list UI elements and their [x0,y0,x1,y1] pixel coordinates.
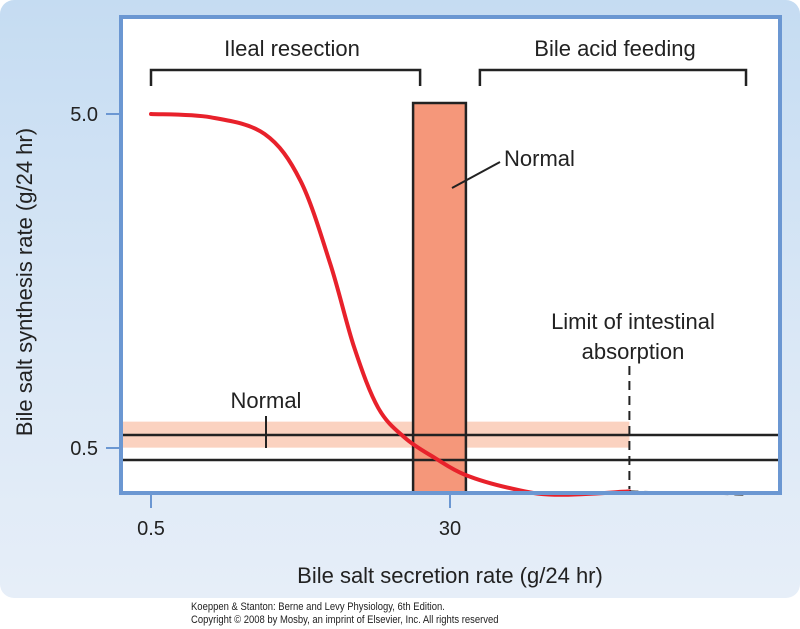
credit-line-2: Copyright © 2008 by Mosby, an imprint of… [191,614,499,626]
normal-secretion-bar [411,101,468,495]
limit-label-line1: Limit of intestinal [551,309,715,334]
plot-frame [119,15,782,495]
normal-bar-label: Normal [504,146,575,171]
y-tick-label: 5.0 [70,104,98,126]
bracket-label-ileal-resection: Ileal resection [224,36,360,61]
chart: 0.5 30 5.0 0.5 Ileal resection Bile acid fe… [12,15,782,588]
x-tick-label: 0.5 [137,518,165,540]
bracket-ileal-resection [149,68,422,86]
credit-line-1: Koeppen & Stanton: Berne and Levy Physio… [191,601,445,613]
normal-band-label: Normal [231,388,302,413]
y-tick-label: 0.5 [70,438,98,460]
synthesis-curve [149,112,632,497]
x-tick-label: 30 [439,518,461,540]
limit-label-line2: absorption [582,339,685,364]
y-axis-title: Bile salt synthesis rate (g/24 hr) [12,128,37,436]
bracket-bile-acid-feeding [478,68,748,86]
normal-bar-leader-line [451,161,501,189]
x-axis-title: Bile salt secretion rate (g/24 hr) [297,563,603,588]
bracket-label-bile-acid-feeding: Bile acid feeding [534,36,695,61]
